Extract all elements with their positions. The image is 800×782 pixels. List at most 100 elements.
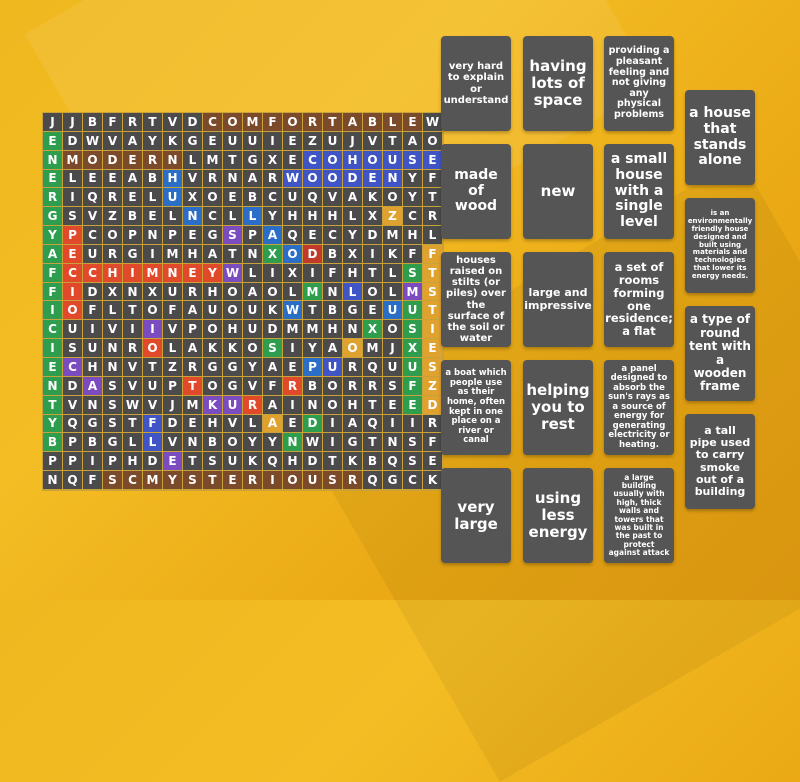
grid-cell[interactable]: T (223, 150, 243, 170)
grid-cell[interactable]: E (383, 395, 403, 415)
grid-cell[interactable]: I (43, 339, 63, 358)
grid-cell[interactable]: Z (163, 357, 183, 377)
grid-cell[interactable]: D (363, 226, 383, 245)
grid-cell[interactable]: E (83, 169, 103, 189)
clue-card[interactable]: is an environmentally friendly house des… (685, 198, 755, 293)
grid-cell[interactable]: E (163, 452, 183, 472)
grid-cell[interactable]: V (243, 376, 263, 396)
grid-cell[interactable]: E (363, 301, 383, 321)
clue-card[interactable]: using less energy (523, 468, 593, 563)
grid-cell[interactable]: E (283, 150, 303, 170)
grid-cell[interactable]: F (323, 263, 343, 283)
grid-cell[interactable]: A (323, 339, 343, 358)
grid-cell[interactable]: E (423, 452, 443, 472)
grid-cell[interactable]: O (323, 395, 343, 415)
grid-cell[interactable]: P (63, 452, 83, 472)
grid-cell[interactable]: T (303, 301, 323, 321)
grid-cell[interactable]: I (283, 395, 303, 415)
grid-cell[interactable]: H (283, 452, 303, 472)
grid-cell[interactable]: B (303, 376, 323, 396)
grid-cell[interactable]: A (263, 226, 283, 245)
grid-cell[interactable]: Z (103, 207, 123, 227)
grid-cell[interactable]: D (303, 244, 323, 264)
grid-cell[interactable]: A (243, 282, 263, 302)
grid-cell[interactable]: O (223, 113, 243, 132)
grid-cell[interactable]: B (363, 452, 383, 472)
grid-cell[interactable]: O (383, 188, 403, 208)
grid-cell[interactable]: L (383, 263, 403, 283)
grid-cell[interactable]: B (43, 433, 63, 453)
grid-cell[interactable]: K (223, 339, 243, 358)
grid-cell[interactable]: K (343, 452, 363, 472)
grid-cell[interactable]: H (343, 263, 363, 283)
grid-cell[interactable]: U (383, 357, 403, 377)
grid-cell[interactable]: H (323, 207, 343, 227)
grid-cell[interactable]: P (163, 226, 183, 245)
grid-cell[interactable]: O (143, 301, 163, 321)
grid-cell[interactable]: E (203, 131, 223, 151)
grid-cell[interactable]: L (123, 433, 143, 453)
grid-cell[interactable]: O (383, 320, 403, 340)
grid-cell[interactable]: S (103, 471, 123, 490)
grid-cell[interactable]: O (203, 320, 223, 340)
grid-cell[interactable]: N (143, 226, 163, 245)
grid-cell[interactable]: U (323, 357, 343, 377)
grid-cell[interactable]: R (243, 395, 263, 415)
grid-cell[interactable]: Q (63, 471, 83, 490)
grid-cell[interactable]: I (303, 263, 323, 283)
grid-cell[interactable]: H (103, 263, 123, 283)
grid-cell[interactable]: S (103, 395, 123, 415)
grid-cell[interactable]: N (343, 320, 363, 340)
grid-cell[interactable]: N (103, 357, 123, 377)
grid-cell[interactable]: L (243, 414, 263, 434)
grid-cell[interactable]: X (343, 244, 363, 264)
grid-cell[interactable]: E (403, 395, 423, 415)
grid-cell[interactable]: L (343, 282, 363, 302)
grid-cell[interactable]: Z (423, 376, 443, 396)
grid-cell[interactable]: N (83, 395, 103, 415)
grid-cell[interactable]: I (123, 320, 143, 340)
grid-cell[interactable]: B (363, 113, 383, 132)
grid-cell[interactable]: E (43, 169, 63, 189)
grid-cell[interactable]: E (303, 226, 323, 245)
grid-cell[interactable]: W (123, 395, 143, 415)
grid-cell[interactable]: C (123, 471, 143, 490)
grid-cell[interactable]: I (423, 320, 443, 340)
grid-cell[interactable]: L (243, 207, 263, 227)
grid-cell[interactable]: O (283, 471, 303, 490)
grid-cell[interactable]: Y (203, 263, 223, 283)
grid-cell[interactable]: Q (303, 188, 323, 208)
clue-card[interactable]: a type of round tent with a wooden frame (685, 306, 755, 401)
grid-cell[interactable]: I (383, 414, 403, 434)
grid-cell[interactable]: M (283, 320, 303, 340)
grid-cell[interactable]: U (223, 452, 243, 472)
grid-cell[interactable]: T (423, 301, 443, 321)
grid-cell[interactable]: Y (403, 169, 423, 189)
grid-cell[interactable]: G (83, 414, 103, 434)
grid-cell[interactable]: U (203, 301, 223, 321)
grid-cell[interactable]: M (143, 263, 163, 283)
grid-cell[interactable]: I (363, 244, 383, 264)
grid-cell[interactable]: F (403, 244, 423, 264)
grid-cell[interactable]: I (283, 339, 303, 358)
grid-cell[interactable]: W (283, 169, 303, 189)
grid-cell[interactable]: N (43, 150, 63, 170)
grid-cell[interactable]: O (323, 376, 343, 396)
grid-cell[interactable]: E (223, 471, 243, 490)
grid-cell[interactable]: I (263, 471, 283, 490)
grid-cell[interactable]: N (323, 282, 343, 302)
grid-cell[interactable]: R (103, 244, 123, 264)
grid-cell[interactable]: R (183, 357, 203, 377)
grid-cell[interactable]: C (63, 357, 83, 377)
grid-cell[interactable]: E (143, 207, 163, 227)
grid-cell[interactable]: O (363, 150, 383, 170)
grid-cell[interactable]: N (303, 395, 323, 415)
grid-cell[interactable]: Y (43, 414, 63, 434)
grid-cell[interactable]: H (163, 169, 183, 189)
grid-cell[interactable]: B (323, 301, 343, 321)
grid-cell[interactable]: O (203, 376, 223, 396)
grid-cell[interactable]: W (423, 113, 443, 132)
grid-cell[interactable]: U (163, 282, 183, 302)
grid-cell[interactable]: I (403, 414, 423, 434)
grid-cell[interactable]: C (323, 226, 343, 245)
